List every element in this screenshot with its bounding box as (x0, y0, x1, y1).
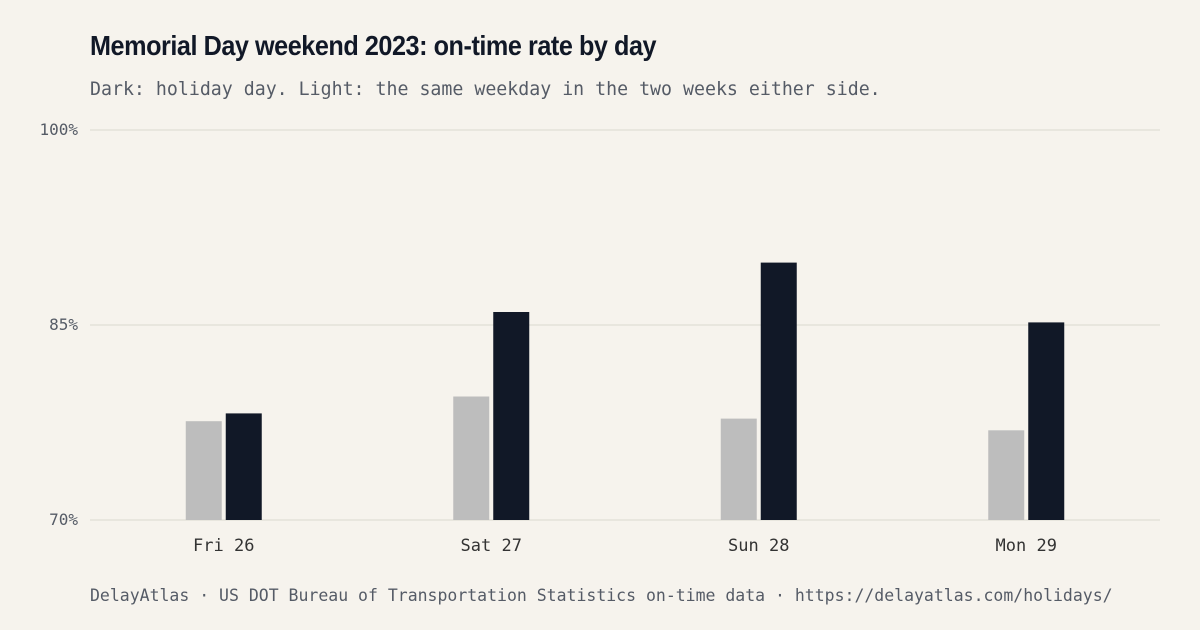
y-axis-labels: 70% 85% 100% (39, 120, 78, 529)
bar-baseline (720, 418, 757, 520)
x-tick-label: Sun 28 (728, 536, 789, 556)
y-tick-label: 85% (49, 315, 78, 334)
bar-holiday (1028, 322, 1065, 520)
x-tick-label: Mon 29 (996, 536, 1057, 556)
chart-subtitle: Dark: holiday day. Light: the same weekd… (90, 78, 881, 100)
bar-baseline (453, 396, 490, 520)
bars (185, 262, 1065, 520)
bar-holiday (760, 262, 797, 520)
source-footer: DelayAtlas · US DOT Bureau of Transporta… (90, 586, 1113, 606)
bar-holiday (225, 413, 262, 520)
gridlines (90, 129, 1160, 521)
x-tick-label: Sat 27 (461, 536, 522, 556)
bar-holiday (493, 312, 530, 520)
x-axis-labels: Fri 26 Sat 27 Sun 28 Mon 29 (193, 536, 1057, 556)
bar-baseline (185, 421, 222, 520)
y-tick-label: 70% (49, 510, 78, 529)
chart-title: Memorial Day weekend 2023: on-time rate … (90, 30, 657, 61)
x-tick-label: Fri 26 (193, 536, 254, 556)
y-tick-label: 100% (39, 120, 78, 139)
bar-baseline (988, 430, 1025, 520)
